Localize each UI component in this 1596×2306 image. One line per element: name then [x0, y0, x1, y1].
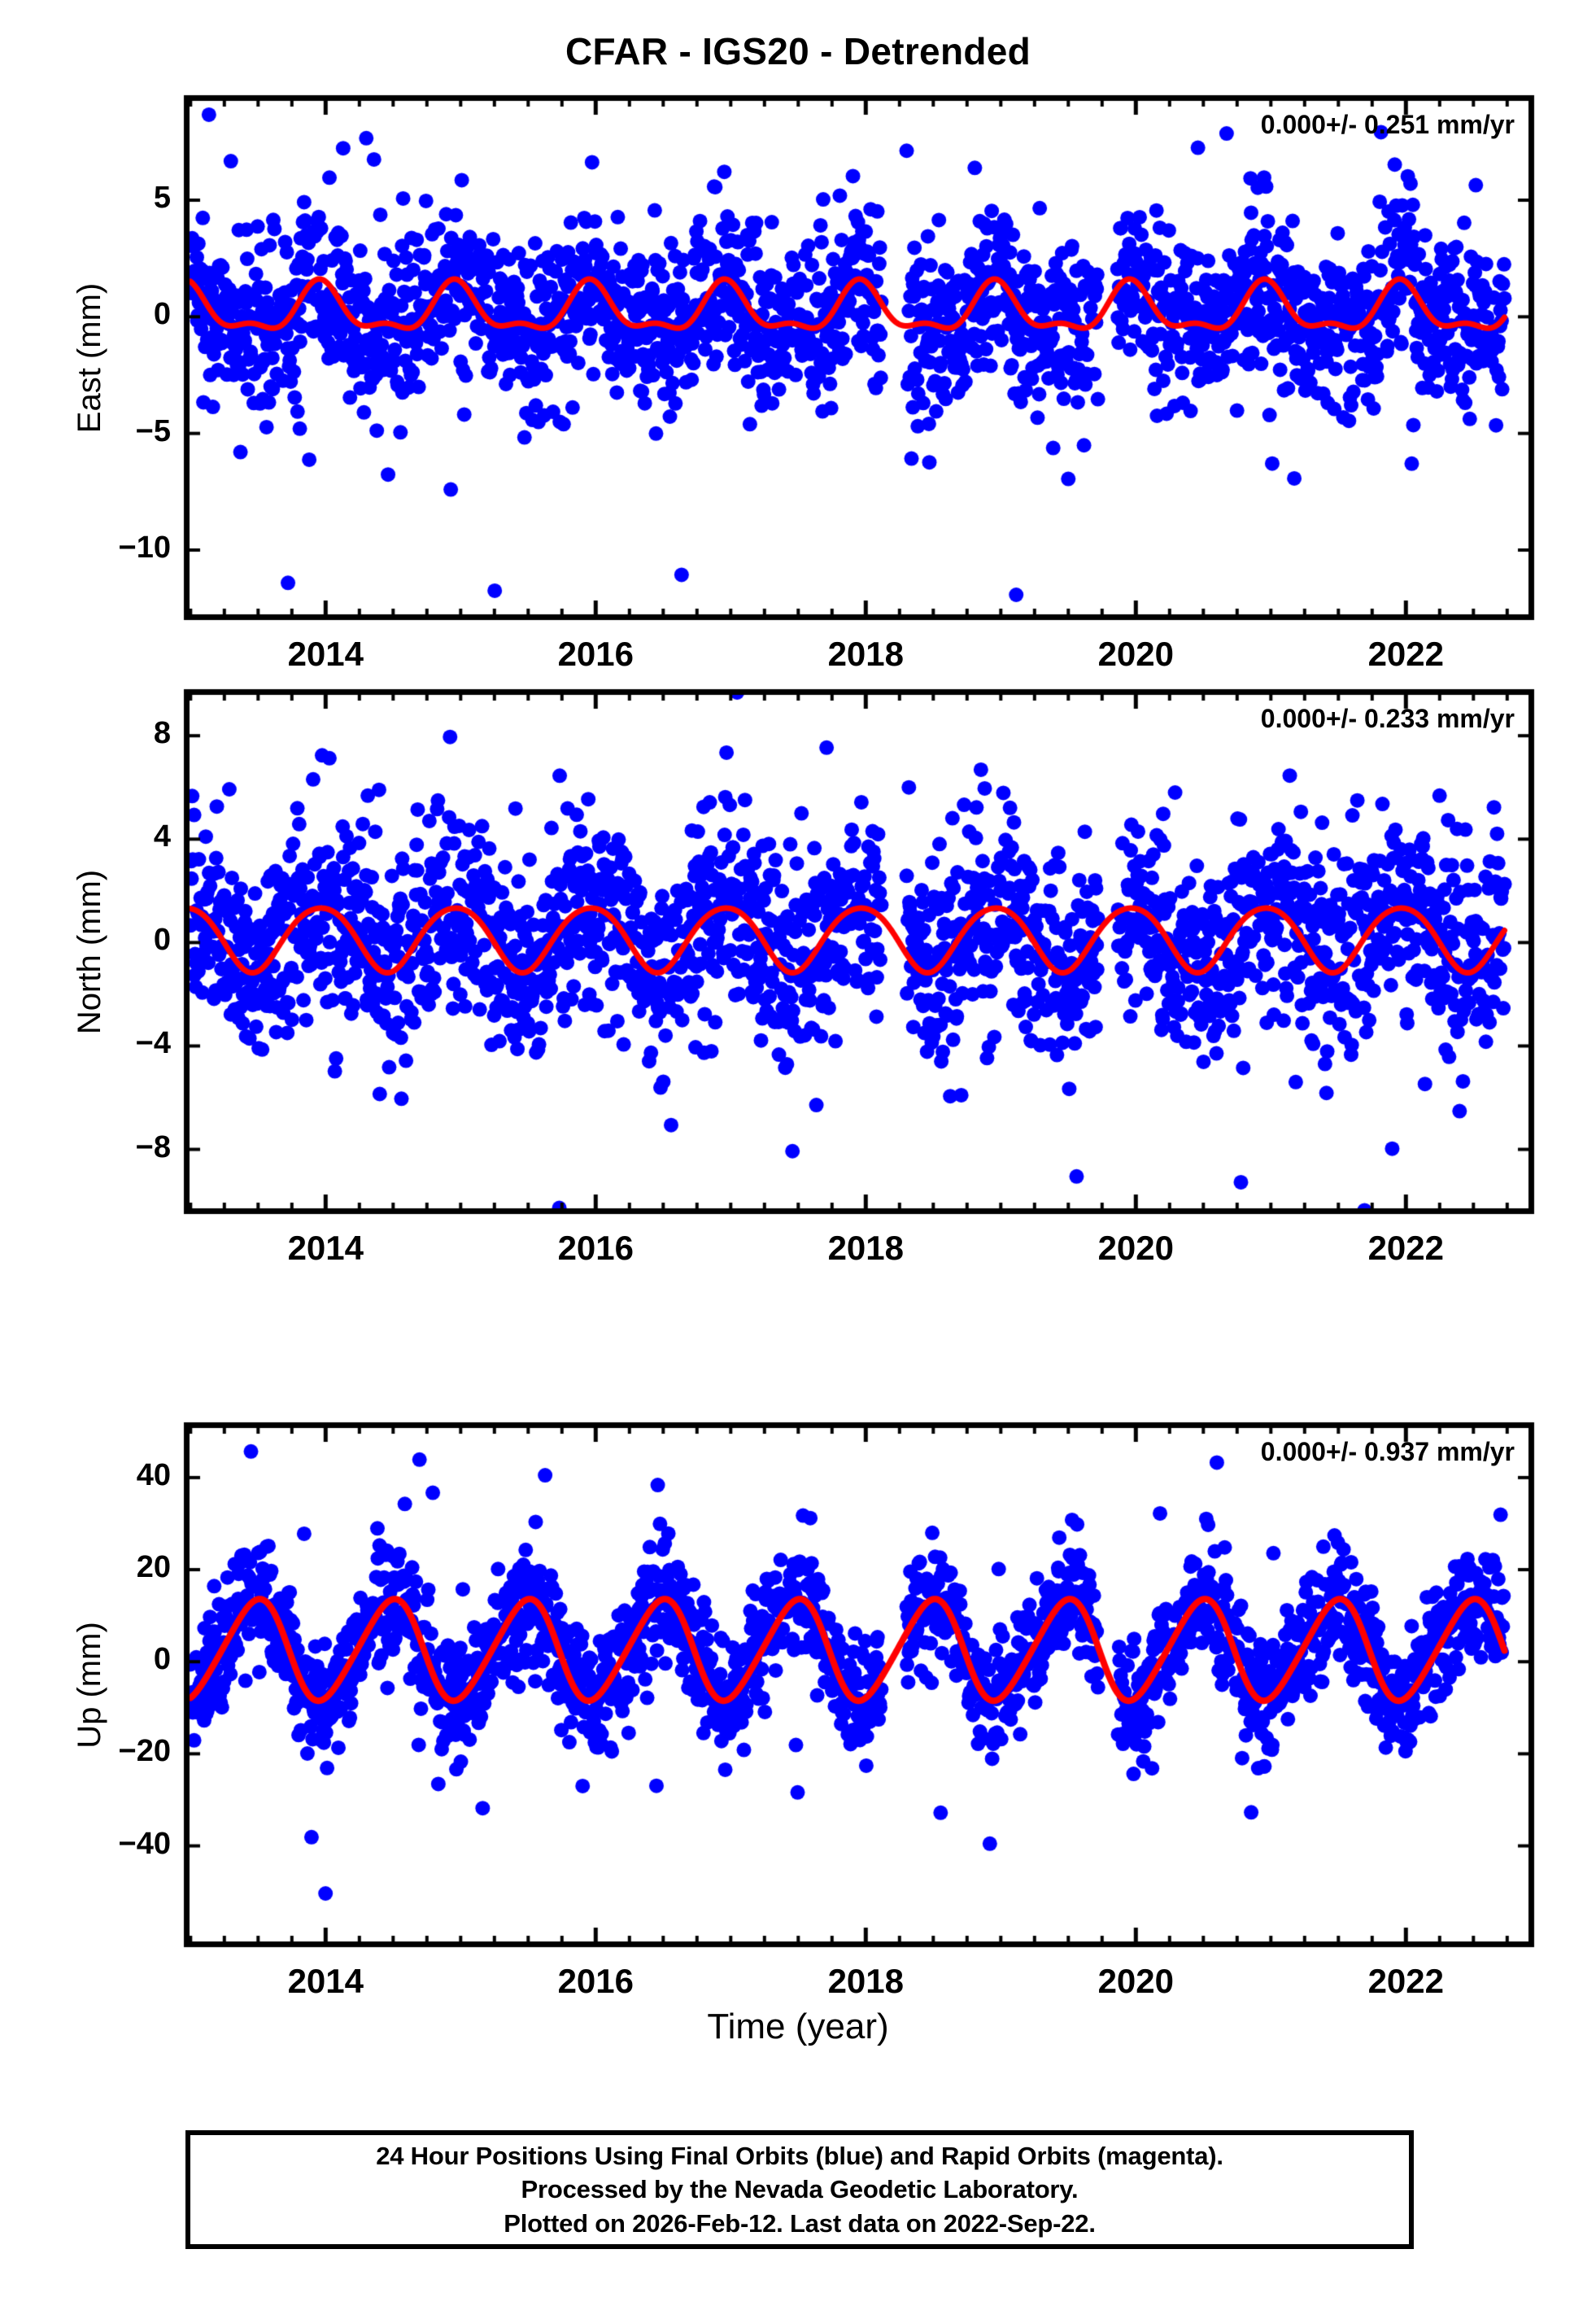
- north-panel-ytick-label: 0: [153, 923, 171, 958]
- up-panel-xtick-label: 2016: [557, 1962, 634, 2000]
- up-panel-canvas: [0, 1351, 1596, 2037]
- up-panel-ytick-label: −40: [118, 1826, 171, 1861]
- east-panel-ytick-label: 5: [153, 181, 171, 215]
- north-panel-xtick-label: 2016: [557, 1229, 634, 1267]
- up-panel-ytick-label: 20: [136, 1550, 171, 1585]
- north-panel-rate-annotation: 0.000+/- 0.233 mm/yr: [1260, 704, 1515, 733]
- caption-box: 24 Hour Positions Using Final Orbits (bl…: [185, 2130, 1414, 2249]
- north-panel-ytick-label: 8: [153, 716, 171, 751]
- x-axis-title: Time (year): [707, 2007, 889, 2046]
- north-panel-xtick-label: 2022: [1367, 1229, 1445, 1267]
- east-panel-xtick-label: 2018: [827, 635, 905, 673]
- up-panel-ytick-label: 0: [153, 1642, 171, 1677]
- east-panel-canvas: [0, 81, 1596, 710]
- north-panel-ytick-label: −4: [135, 1026, 171, 1061]
- east-panel-y-axis-title: East (mm): [72, 282, 107, 433]
- caption-line-2: Processed by the Nevada Geodetic Laborat…: [521, 2175, 1079, 2204]
- up-panel-xtick-label: 2014: [287, 1962, 364, 2000]
- caption-line-3: Plotted on 2026-Feb-12. Last data on 202…: [504, 2208, 1096, 2238]
- north-panel-xtick-label: 2018: [827, 1229, 905, 1267]
- north-panel-ytick-label: −8: [135, 1129, 171, 1164]
- north-panel-ytick-label: 4: [153, 819, 171, 854]
- north-panel-y-axis-title: North (mm): [72, 869, 107, 1034]
- panel-east: 5 0 −5 −10 2014 2016 2018 2020 2022 East (mm) 0.00…: [0, 81, 1596, 710]
- up-panel-ytick-label: 40: [136, 1457, 171, 1492]
- up-panel-xtick-label: 2018: [827, 1962, 905, 2000]
- north-panel-xtick-label: 2020: [1097, 1229, 1175, 1267]
- east-panel-rate-annotation: 0.000+/- 0.251 mm/yr: [1260, 110, 1515, 139]
- up-panel-xtick-label: 2020: [1097, 1962, 1175, 2000]
- up-panel-y-axis-title: Up (mm): [72, 1621, 107, 1749]
- north-panel-xtick-label: 2014: [287, 1229, 364, 1267]
- east-panel-ytick-label: −5: [135, 413, 171, 448]
- east-panel-xtick-label: 2014: [287, 635, 364, 673]
- east-panel-xtick-label: 2016: [557, 635, 634, 673]
- east-panel-xtick-label: 2020: [1097, 635, 1175, 673]
- east-panel-ytick-label: −10: [118, 531, 171, 565]
- panel-north: 8 4 0 −4 −8 2014 2016 2018 2020 2022 North (mm) 0.0…: [0, 675, 1596, 1304]
- east-panel-xtick-label: 2022: [1367, 635, 1445, 673]
- up-panel-rate-annotation: 0.000+/- 0.937 mm/yr: [1260, 1437, 1515, 1466]
- north-panel-canvas: [0, 675, 1596, 1304]
- panel-up: 40 20 0 −20 −40 2014 2016 2018 2020 2022 Up (mm) 0.…: [0, 1351, 1596, 2037]
- up-panel-ytick-label: −20: [118, 1734, 171, 1769]
- east-panel-ytick-label: 0: [153, 297, 171, 332]
- caption-line-1: 24 Hour Positions Using Final Orbits (bl…: [376, 2142, 1223, 2171]
- up-panel-xtick-label: 2022: [1367, 1962, 1445, 2000]
- page-title: CFAR - IGS20 - Detrended: [565, 30, 1031, 72]
